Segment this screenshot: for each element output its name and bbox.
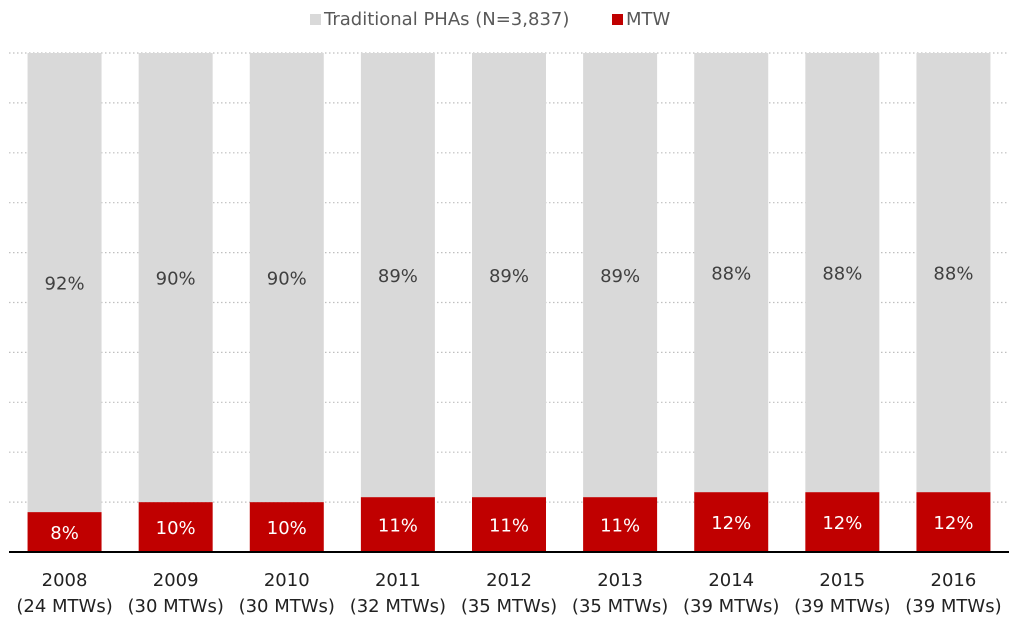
bar-segment bbox=[916, 53, 991, 493]
x-tick-label: 2015 (39 MTWs) bbox=[794, 570, 890, 617]
bar-segment bbox=[360, 53, 435, 498]
value-label: 88% bbox=[822, 264, 862, 285]
bar-segment bbox=[583, 53, 658, 498]
value-label: 92% bbox=[45, 274, 85, 295]
bar-segment bbox=[27, 53, 102, 513]
bar-segment bbox=[583, 497, 658, 552]
value-label: 88% bbox=[711, 264, 751, 285]
value-label: 89% bbox=[489, 266, 529, 287]
x-tick-label: 2012 (35 MTWs) bbox=[461, 570, 557, 617]
bar-segment bbox=[805, 492, 880, 552]
value-label: 89% bbox=[378, 266, 418, 287]
value-label: 12% bbox=[711, 513, 751, 534]
x-tick-label: 2013 (35 MTWs) bbox=[572, 570, 668, 617]
value-label: 90% bbox=[156, 269, 196, 290]
value-label: 90% bbox=[267, 269, 307, 290]
value-label: 11% bbox=[378, 516, 418, 537]
bar-segment bbox=[694, 53, 769, 493]
value-label: 12% bbox=[933, 513, 973, 534]
value-label: 10% bbox=[156, 518, 196, 539]
bar-segment bbox=[916, 492, 991, 552]
value-label: 11% bbox=[600, 516, 640, 537]
bar-segment bbox=[138, 502, 213, 552]
x-tick-label: 2008 (24 MTWs) bbox=[16, 570, 112, 617]
legend-label: MTW bbox=[626, 9, 671, 30]
x-tick-label: 2010 (30 MTWs) bbox=[239, 570, 335, 617]
bar-segment bbox=[249, 53, 324, 503]
legend-swatch bbox=[612, 14, 623, 25]
value-label: 89% bbox=[600, 266, 640, 287]
legend-label: Traditional PHAs (N=3,837) bbox=[323, 9, 569, 30]
bar-segment bbox=[138, 53, 213, 503]
value-label: 12% bbox=[822, 513, 862, 534]
bar-segment bbox=[805, 53, 880, 493]
bar-segment bbox=[249, 502, 324, 552]
x-tick-label: 2016 (39 MTWs) bbox=[905, 570, 1001, 617]
value-label: 10% bbox=[267, 518, 307, 539]
value-label: 8% bbox=[50, 523, 79, 544]
bar-segment bbox=[472, 497, 546, 552]
legend-swatch bbox=[310, 14, 321, 25]
bar-segment bbox=[27, 512, 102, 552]
x-tick-label: 2011 (32 MTWs) bbox=[350, 570, 446, 617]
bar-segment bbox=[472, 53, 546, 498]
value-label: 88% bbox=[933, 264, 973, 285]
x-tick-label: 2009 (30 MTWs) bbox=[127, 570, 223, 617]
value-label: 11% bbox=[489, 516, 529, 537]
x-tick-label: 2014 (39 MTWs) bbox=[683, 570, 779, 617]
bar-segment bbox=[694, 492, 769, 552]
bar-segment bbox=[360, 497, 435, 552]
